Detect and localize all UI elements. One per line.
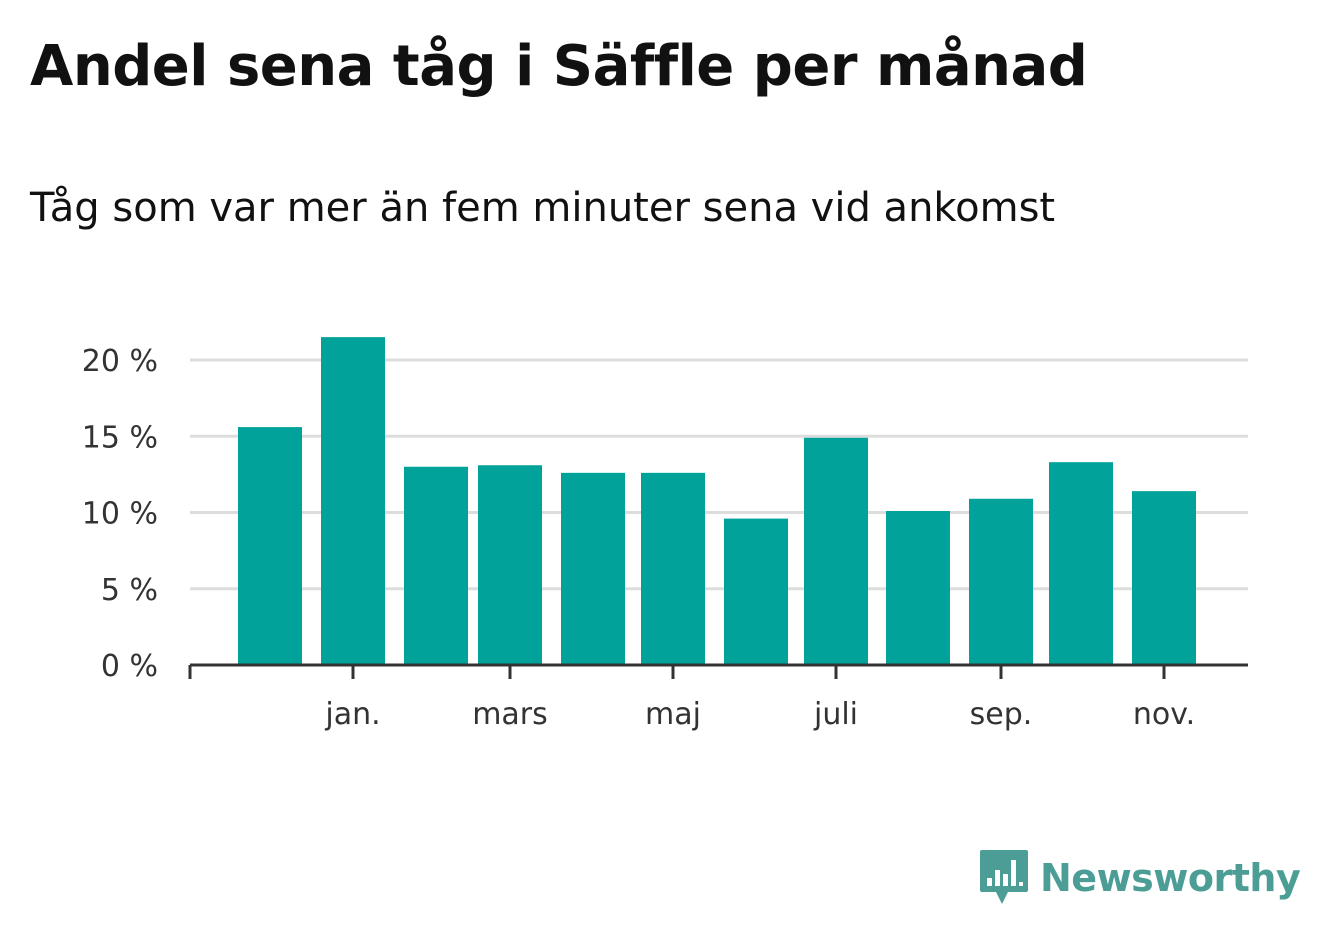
- chart-title: Andel sena tåg i Säffle per månad: [30, 34, 1088, 99]
- bar: [238, 427, 302, 665]
- newsworthy-logo: Newsworthy: [978, 848, 1301, 908]
- x-tick-label: nov.: [1133, 697, 1195, 732]
- y-tick-label: 20 %: [82, 344, 158, 379]
- y-tick-label: 15 %: [82, 420, 158, 455]
- bar: [321, 337, 385, 665]
- chart-subtitle: Tåg som var mer än fem minuter sena vid …: [30, 185, 1056, 231]
- bar: [1132, 491, 1196, 665]
- bar: [724, 518, 788, 665]
- bar: [404, 466, 468, 665]
- brand-name: Newsworthy: [1040, 856, 1301, 900]
- x-tick-label: maj: [645, 697, 701, 732]
- x-tick-label: sep.: [970, 697, 1033, 732]
- bars: [238, 337, 1196, 665]
- y-tick-label: 0 %: [101, 649, 158, 684]
- newsworthy-logo-icon: [980, 850, 1028, 904]
- x-axis: [188, 663, 1248, 679]
- bar: [641, 472, 705, 665]
- x-tick-label: mars: [472, 697, 548, 732]
- bar: [804, 437, 868, 665]
- bar: [886, 510, 950, 665]
- x-tick-label: jan.: [324, 697, 380, 732]
- y-axis-labels: 0 % 5 % 10 % 15 % 20 %: [82, 344, 158, 684]
- bar: [478, 465, 542, 665]
- bar: [1049, 462, 1113, 665]
- y-tick-label: 5 %: [101, 573, 158, 608]
- bar: [969, 498, 1033, 665]
- y-tick-label: 10 %: [82, 497, 158, 532]
- bar: [561, 472, 625, 665]
- x-axis-labels: jan. mars maj juli sep. nov.: [324, 697, 1195, 732]
- x-tick-label: juli: [813, 697, 858, 732]
